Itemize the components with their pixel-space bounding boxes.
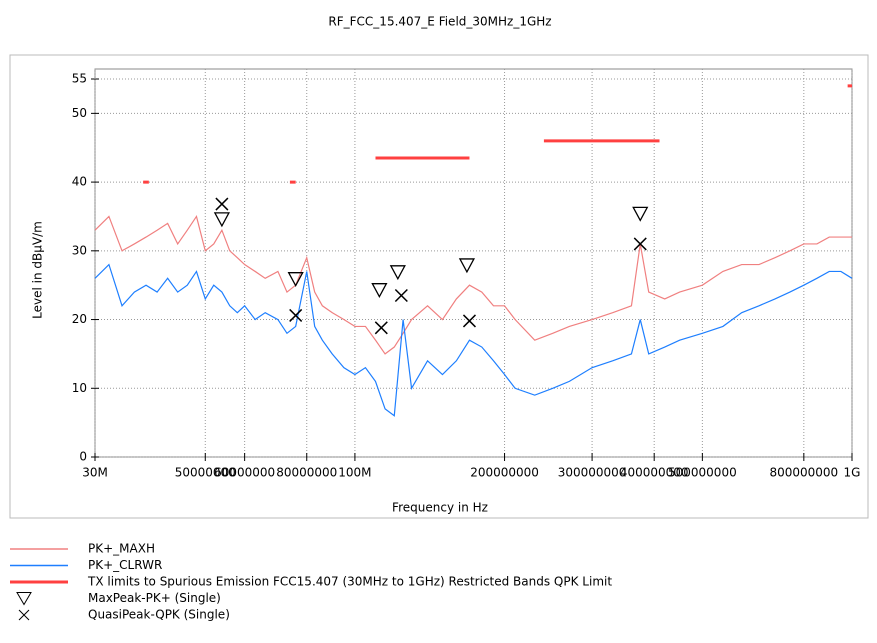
legend-symbol — [16, 592, 32, 606]
maxpeak-marker — [287, 272, 304, 288]
legend-symbol — [18, 609, 30, 621]
x-tick-label: 300000000 — [558, 466, 627, 480]
legend-label: PK+_CLRWR — [88, 558, 162, 572]
x-tick-label: 50000000 — [175, 466, 236, 480]
maxpeak-marker — [632, 206, 649, 222]
x-tick-label: 1G — [844, 466, 861, 480]
quasipeak-marker — [394, 288, 408, 303]
y-tick-label: 55 — [72, 72, 87, 86]
quasipeak-marker — [289, 308, 303, 322]
legend-label: MaxPeak-PK+ (Single) — [88, 591, 221, 605]
x-tick-label: 400000000 — [620, 466, 689, 480]
quasipeak-marker — [633, 237, 647, 251]
x-tick-label: 30M — [82, 466, 108, 480]
x-tick-label: 500000000 — [668, 466, 737, 480]
y-tick-label: 40 — [72, 175, 87, 189]
x-tick-label: 80000000 — [276, 466, 337, 480]
maxpeak-marker — [458, 258, 476, 274]
maxpeak-marker — [371, 283, 388, 299]
series-line — [94, 263, 853, 417]
maxpeak-marker — [389, 265, 406, 281]
y-tick-label: 0 — [79, 450, 87, 464]
quasipeak-marker — [462, 314, 476, 328]
legend-label: TX limits to Spurious Emission FCC15.407… — [87, 575, 612, 589]
x-tick-label: 200000000 — [470, 466, 539, 480]
chart-title: RF_FCC_15.407_E Field_30MHz_1GHz — [328, 15, 551, 29]
maxpeak-marker — [213, 212, 230, 228]
series-line — [143, 84, 852, 184]
y-tick-label: 10 — [72, 381, 87, 395]
x-tick-label: 100M — [338, 466, 371, 480]
y-axis-label: Level in dBµV/m — [31, 221, 45, 319]
plot-area — [94, 68, 853, 458]
series-line — [94, 215, 852, 355]
x-tick-label: 60000000 — [214, 466, 275, 480]
legend-label: PK+_MAXH — [88, 542, 155, 556]
x-tick-label: 800000000 — [769, 466, 838, 480]
legend-label: QuasiPeak-QPK (Single) — [88, 608, 230, 622]
y-tick-label: 50 — [72, 106, 87, 120]
y-tick-label: 30 — [72, 243, 87, 257]
quasipeak-marker — [215, 197, 229, 211]
y-tick-label: 20 — [72, 312, 87, 326]
x-axis-label: Frequency in Hz — [392, 501, 488, 515]
quasipeak-marker — [374, 321, 388, 335]
frame — [9, 54, 869, 519]
